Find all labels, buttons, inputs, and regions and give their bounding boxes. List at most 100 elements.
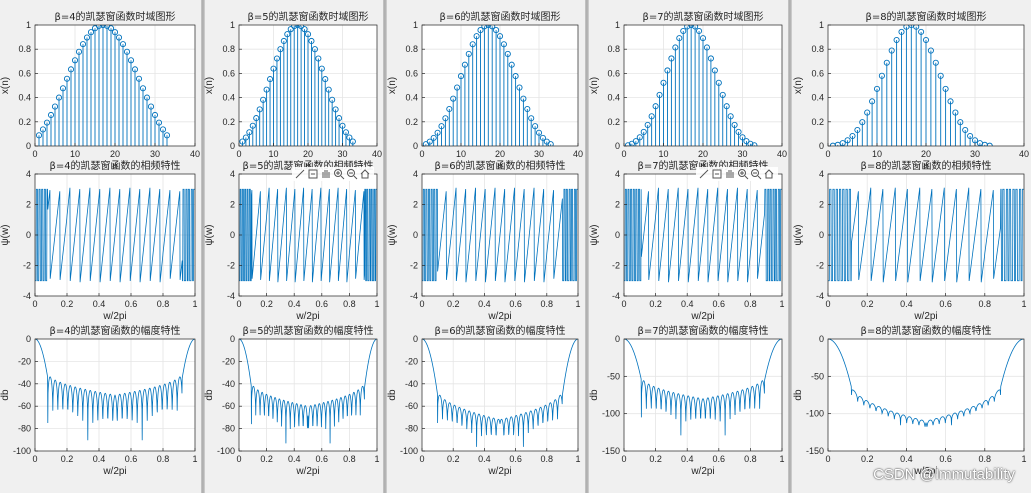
series-group xyxy=(239,25,356,146)
figure-4-canvas: 0 10 20 30 4000.20.40.60.81β=7的凯瑟窗函数时域图形nx(n… xyxy=(589,10,787,477)
stem-marker xyxy=(304,31,312,38)
x-tick-label: 0 xyxy=(419,454,424,464)
stem-marker xyxy=(504,50,511,57)
x-tick-label: 0.6 xyxy=(316,299,329,309)
figure-1-canvas: 0 10 20 30 4000.20.40.60.81β=4的凯瑟窗函数时域图形nx(n… xyxy=(0,10,200,477)
stem-marker xyxy=(660,79,667,86)
stem-marker xyxy=(528,115,535,122)
x-tick-label: 0.6 xyxy=(125,454,138,464)
chart-panel: 0 0.2 0.4 0.6 0.8 1 -4 -2 0 2 4 β=8的凯瑟窗函数的相频特性 w/2pi… xyxy=(793,159,1027,322)
y-tick-label: 2 xyxy=(819,200,824,210)
stem-marker xyxy=(496,33,504,40)
y-axis-label: x(n) xyxy=(0,77,11,94)
stem-marker xyxy=(239,138,246,145)
y-tick-label: 0 xyxy=(26,141,31,151)
x-axis-label: w/2pi xyxy=(295,311,319,322)
stem-marker xyxy=(315,55,322,62)
stem-marker xyxy=(99,25,107,29)
stem-marker xyxy=(75,48,83,55)
x-axis-label: n xyxy=(497,161,503,172)
brush-icon[interactable] xyxy=(295,169,305,179)
stem-marker xyxy=(79,41,87,48)
series-group xyxy=(624,339,782,436)
zoom-out-icon[interactable] xyxy=(751,169,762,180)
y-axis-label: db xyxy=(793,389,804,401)
home-icon[interactable] xyxy=(764,169,774,179)
y-tick-label: -150 xyxy=(602,446,620,456)
y-tick-label: -60 xyxy=(222,401,235,411)
stem-marker xyxy=(952,109,959,116)
x-tick-label: 0.6 xyxy=(509,454,522,464)
y-tick-label: 0.6 xyxy=(18,68,31,78)
zoom-out-icon[interactable] xyxy=(347,169,358,180)
home-icon[interactable] xyxy=(360,169,370,179)
stem-marker xyxy=(512,73,519,80)
zoom-in-icon[interactable] xyxy=(334,169,345,180)
x-tick-label: 0.2 xyxy=(649,299,662,309)
stem-marker xyxy=(922,36,930,44)
stem-marker xyxy=(127,57,135,64)
series-group xyxy=(35,339,195,441)
stem-marker xyxy=(516,84,523,91)
figure-window-5: 0 10 20 30 40 0 0.2 0.4 0.6 0.8 1 β=8的凯瑟窗函数时域图形 n x(n… xyxy=(792,0,1031,493)
chart-title: β=8的凯瑟窗函数的相频特性 xyxy=(860,159,991,172)
y-tick-label: -40 xyxy=(405,379,418,389)
phase-series-line xyxy=(239,187,377,283)
data-tip-icon[interactable] xyxy=(712,169,722,179)
stem-marker xyxy=(446,105,453,113)
y-tick-label: -2 xyxy=(410,261,418,271)
stem-marker xyxy=(937,72,944,79)
stem-marker xyxy=(119,41,127,48)
magnitude-series-line xyxy=(422,339,578,447)
y-tick-label: -20 xyxy=(222,356,235,366)
stem-marker xyxy=(135,75,143,82)
axes-toolbar xyxy=(292,167,374,181)
stem-marker xyxy=(83,34,91,41)
stem-marker xyxy=(932,59,939,66)
plot-area xyxy=(624,339,782,451)
stem-marker xyxy=(465,50,472,57)
stem-marker xyxy=(115,34,123,41)
magnitude-series-line xyxy=(35,339,195,441)
y-tick-label: 0 xyxy=(819,334,824,344)
x-tick-label: 0.4 xyxy=(681,454,694,464)
x-tick-label: 0.4 xyxy=(478,299,491,309)
zoom-in-icon[interactable] xyxy=(738,169,749,180)
y-tick-label: -80 xyxy=(222,424,235,434)
y-tick-label: 0 xyxy=(615,334,620,344)
x-tick-label: 40 xyxy=(573,149,583,159)
y-tick-label: -50 xyxy=(811,371,824,381)
x-tick-label: 0.8 xyxy=(343,299,356,309)
stem-marker xyxy=(63,75,71,82)
y-tick-label: -2 xyxy=(612,261,620,271)
chart-panel: 0 10 20 30 40 0 0.2 0.4 0.6 0.8 1 β=6的凯瑟窗函数时域图形 n x(n… xyxy=(387,10,583,172)
x-tick-label: 0 xyxy=(236,149,241,159)
brush-icon[interactable] xyxy=(699,169,709,179)
x-tick-label: 30 xyxy=(150,149,160,159)
stem-marker xyxy=(426,138,433,145)
y-tick-label: -80 xyxy=(405,424,418,434)
x-tick-label: 40 xyxy=(372,149,382,159)
stem-marker xyxy=(485,25,492,29)
stem-marker xyxy=(672,44,679,51)
stem-marker xyxy=(535,129,543,136)
stem-marker xyxy=(539,134,546,141)
stem-marker xyxy=(942,85,949,92)
pan-hand-icon[interactable] xyxy=(726,170,734,178)
pan-hand-icon[interactable] xyxy=(322,170,330,178)
stem-marker xyxy=(335,115,343,122)
y-tick-label: 0.6 xyxy=(811,68,824,78)
stem-marker xyxy=(260,96,267,103)
figure-window-3: 0 10 20 30 40 0 0.2 0.4 0.6 0.8 1 β=6的凯瑟窗函数时域图形 n x(n… xyxy=(387,0,585,493)
y-tick-label: -100 xyxy=(400,446,418,456)
data-tip-icon[interactable] xyxy=(308,169,318,179)
stem-marker xyxy=(349,138,356,145)
magnitude-series-line xyxy=(624,339,782,436)
x-tick-label: 0 xyxy=(621,149,626,159)
y-tick-label: 4 xyxy=(615,169,620,179)
y-tick-label: 1 xyxy=(413,20,418,30)
x-tick-label: 0.2 xyxy=(861,299,874,309)
axes-frame xyxy=(238,338,378,452)
stem-marker xyxy=(59,85,67,92)
x-tick-label: 10 xyxy=(268,149,278,159)
